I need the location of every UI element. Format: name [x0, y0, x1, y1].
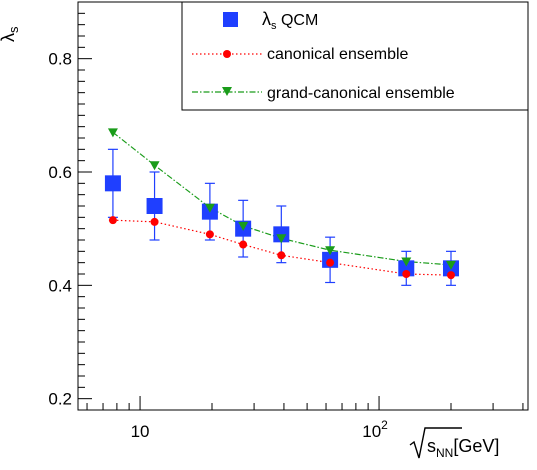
series-line-grand-canonical	[112, 131, 452, 266]
canonical-point	[446, 271, 455, 280]
series-line-canonical	[112, 219, 452, 276]
y-axis-title-main: λ	[0, 33, 18, 42]
legend-label-qcm-lambda: λ	[262, 9, 271, 29]
x-axis-title-text: sNN[GeV]	[427, 436, 499, 460]
canonical-point	[239, 240, 248, 249]
canonical-point	[326, 258, 335, 267]
qcm-point	[398, 260, 415, 277]
canonical-point	[402, 270, 411, 278]
x-axis-title-sub: NN	[436, 446, 453, 460]
canonical-point	[150, 217, 159, 226]
y-tick-label: 0.2	[48, 390, 72, 409]
qcm-point	[104, 175, 121, 192]
y-axis-title-sub: s	[6, 26, 21, 33]
legend-label-qcm-rest: QCM	[277, 12, 319, 29]
axis-ticks: 0.20.40.60.810 102	[48, 1, 524, 441]
grand-canonical-point	[445, 260, 456, 270]
x-axis-title-unit: [GeV]	[453, 436, 499, 456]
y-tick-label: 0.6	[48, 163, 72, 182]
legend-label-qcm-sub: s	[271, 20, 277, 32]
grand-canonical-point	[325, 246, 336, 256]
x-tick-label-100-exp: 2	[381, 418, 388, 432]
y-axis-title: λs	[0, 26, 21, 42]
x-tick-label-100-base: 10	[362, 422, 381, 441]
grand-canonical-point	[149, 161, 160, 171]
qcm-point	[146, 198, 163, 214]
legend-marker-qcm	[223, 12, 238, 27]
x-tick-label-10: 10	[131, 422, 150, 441]
legend-marker-canonical	[223, 50, 231, 58]
x-tick-label-100: 102	[362, 418, 388, 441]
x-axis-title-s: s	[427, 436, 436, 456]
sqrt-sign	[409, 427, 462, 459]
canonical-point	[205, 230, 214, 239]
grand-canonical-point	[401, 257, 412, 267]
grand-canonical-point	[107, 128, 118, 138]
grand-canonical-point	[238, 221, 249, 231]
grand-canonical-point	[204, 203, 215, 213]
legend-label-grand: grand-canonical ensemble	[267, 85, 455, 102]
legend-marker-grand	[222, 87, 232, 96]
y-tick-label: 0.4	[48, 276, 72, 295]
grand-canonical-point	[276, 234, 287, 244]
y-tick-label: 0.8	[48, 50, 72, 69]
legend-label-qcm: λs QCM	[262, 9, 318, 32]
data-layer	[104, 128, 459, 286]
legend: λs QCM canonical ensemble grand-canonica…	[181, 1, 529, 111]
x-axis-title: sNN[GeV]	[409, 427, 499, 460]
canonical-point	[108, 216, 117, 225]
legend-label-canonical: canonical ensemble	[267, 46, 409, 63]
canonical-point	[277, 251, 286, 260]
